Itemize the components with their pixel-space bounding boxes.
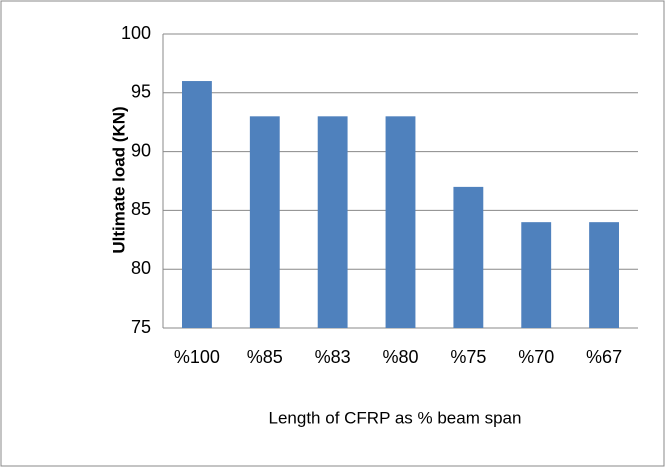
x-tick-label: %80: [382, 347, 418, 367]
bar: [589, 222, 619, 328]
x-tick-label: %83: [315, 347, 351, 367]
bar: [249, 116, 280, 328]
x-tick-label: %85: [247, 347, 283, 367]
y-tick-label: 100: [121, 23, 151, 43]
y-tick-label: 95: [131, 82, 151, 102]
x-tick-label: %67: [586, 347, 622, 367]
bar: [385, 116, 416, 328]
bar: [317, 116, 348, 328]
x-tick-label: %75: [450, 347, 486, 367]
bar: [453, 186, 484, 328]
x-tick-label: %100: [174, 347, 220, 367]
bar: [521, 222, 552, 328]
bar: [182, 81, 212, 328]
y-tick-label: 80: [131, 258, 151, 278]
y-axis-label: Ultimate load (KN): [109, 106, 128, 253]
y-tick-label: 90: [131, 140, 151, 160]
y-tick-label: 75: [131, 317, 151, 337]
x-tick-label: %70: [518, 347, 554, 367]
x-axis-label: Length of CFRP as % beam span: [269, 408, 522, 427]
y-tick-label: 85: [131, 199, 151, 219]
